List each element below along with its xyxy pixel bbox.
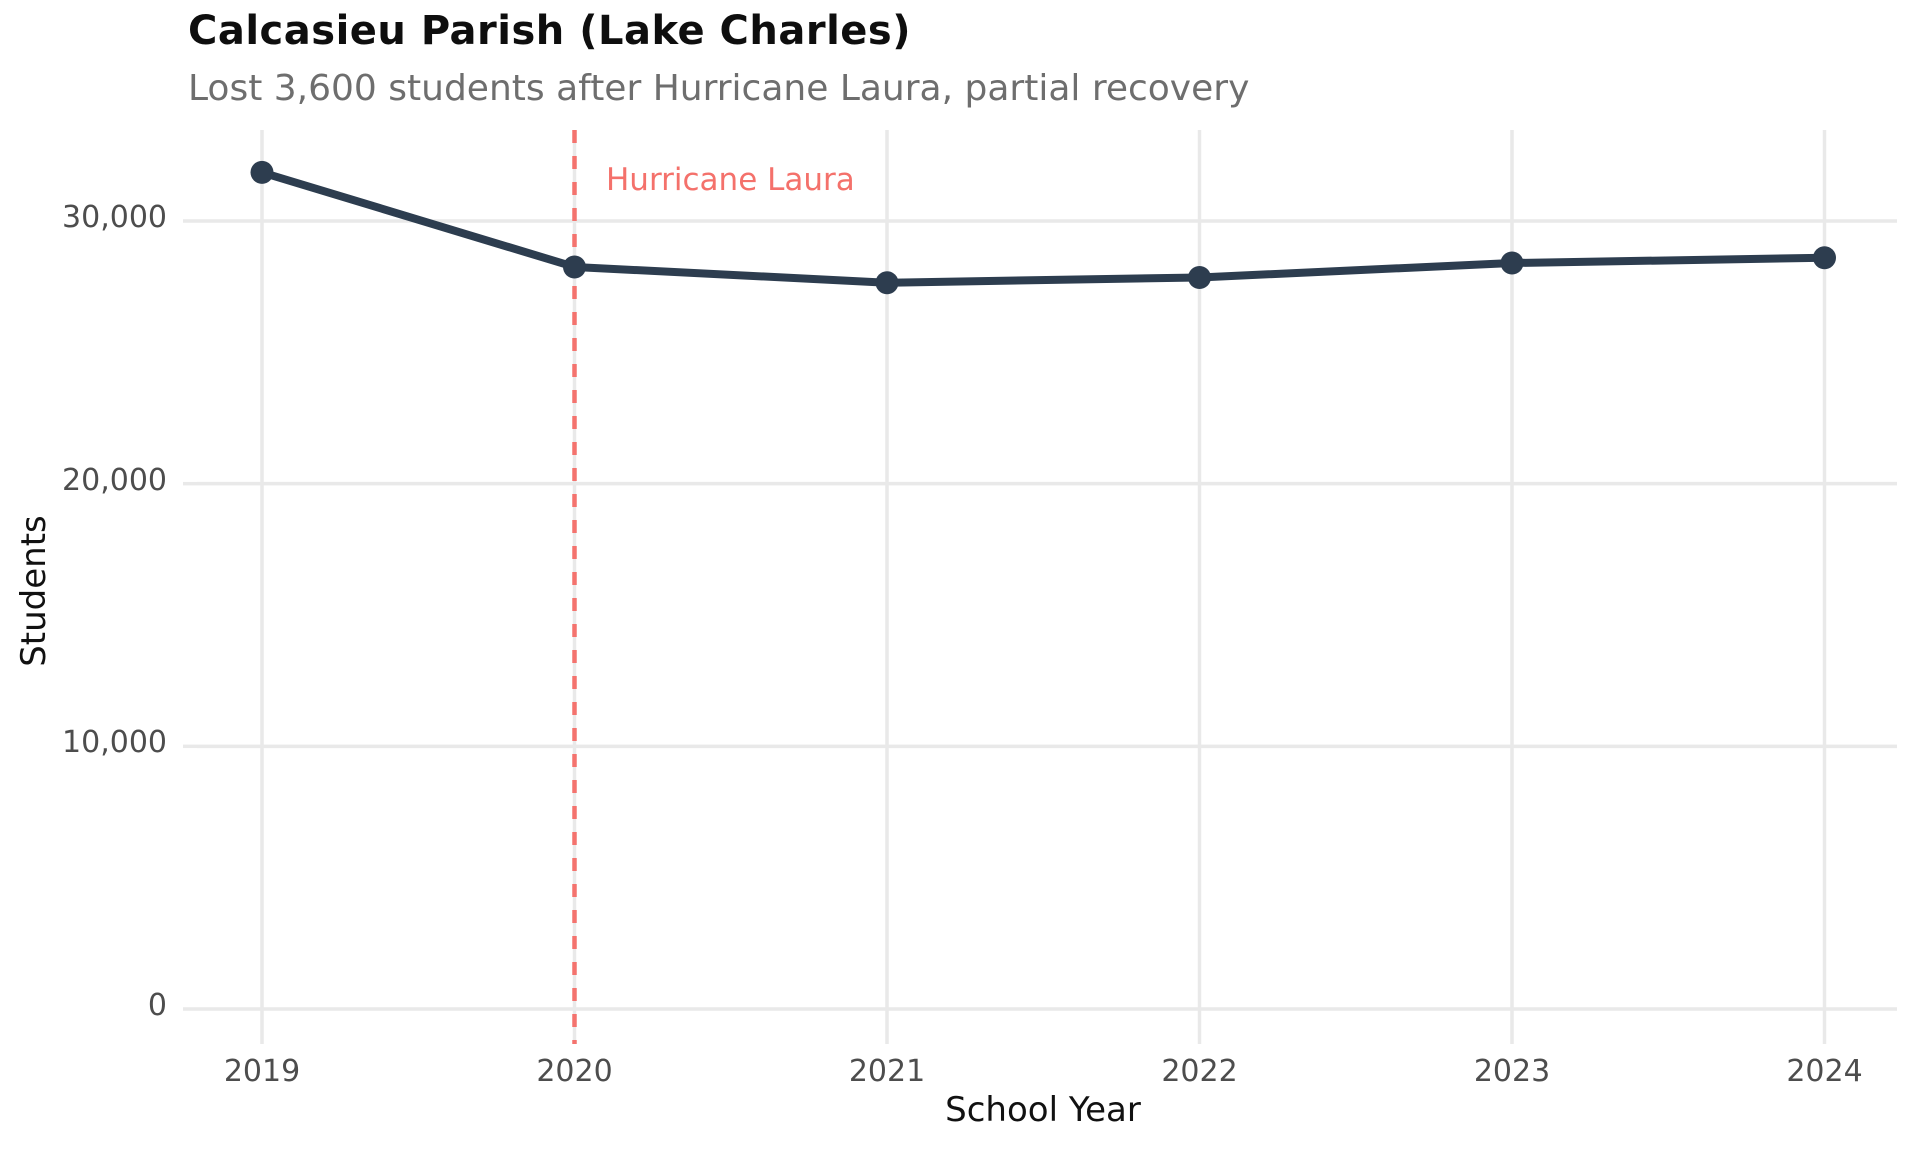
x-tick-label-2021: 2021 <box>848 1054 926 1089</box>
y-axis-label: Students <box>14 515 54 667</box>
y-tick-label-10,000: 10,000 <box>62 725 167 761</box>
data-points <box>250 160 1836 295</box>
hurricane-annotation-label: Hurricane Laura <box>606 162 855 198</box>
data-point-2023 <box>1500 251 1524 275</box>
x-axis-label: School Year <box>945 1090 1141 1130</box>
axis-ticks <box>183 219 1827 1044</box>
y-tick-label-20,000: 20,000 <box>62 462 167 498</box>
x-tick-label-2022: 2022 <box>1161 1054 1238 1089</box>
data-point-2020 <box>563 255 586 279</box>
x-tick-label-2023: 2023 <box>1473 1054 1551 1089</box>
y-tick-label-30,000: 30,000 <box>62 200 167 235</box>
chart-title: Calcasieu Parish (Lake Charles) <box>188 8 912 54</box>
data-point-2024 <box>1813 246 1836 270</box>
data-point-2021 <box>875 271 899 295</box>
x-tick-label-2020: 2020 <box>536 1054 613 1089</box>
data-point-2019 <box>250 160 274 184</box>
gridlines <box>197 130 1897 1030</box>
data-point-2022 <box>1188 265 1211 289</box>
x-tick-label-2019: 2019 <box>223 1054 301 1089</box>
enrollment-line <box>258 168 1829 287</box>
y-tick-label-0: 0 <box>147 988 167 1023</box>
x-tick-label-2024: 2024 <box>1786 1054 1863 1089</box>
chart-subtitle: Lost 3,600 students after Hurricane Laur… <box>188 68 1250 109</box>
